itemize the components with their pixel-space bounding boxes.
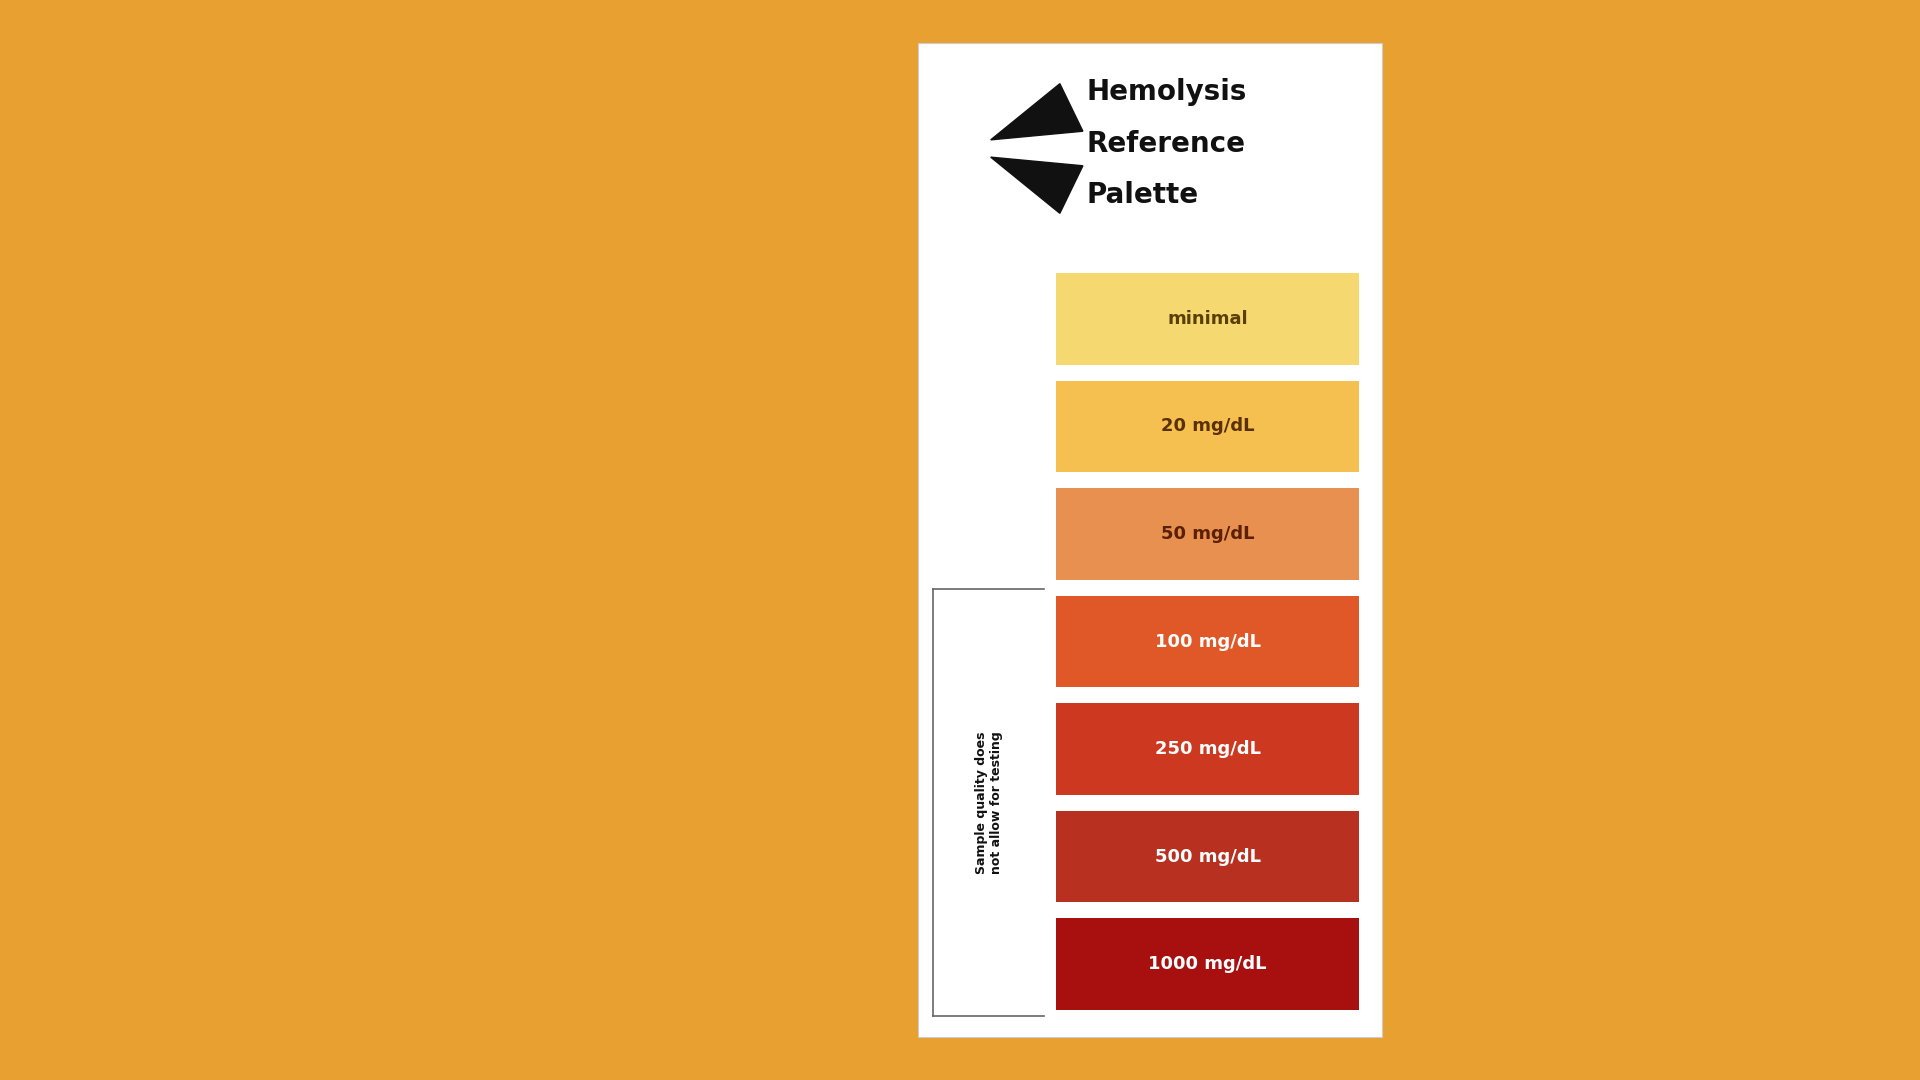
Text: minimal: minimal bbox=[1167, 310, 1248, 328]
Text: 20 mg/dL: 20 mg/dL bbox=[1162, 418, 1254, 435]
Bar bbox=[1056, 596, 1359, 687]
Polygon shape bbox=[991, 84, 1083, 139]
Bar bbox=[1056, 811, 1359, 902]
Text: 1000 mg/dL: 1000 mg/dL bbox=[1148, 955, 1267, 973]
Bar bbox=[1056, 488, 1359, 580]
Text: 50 mg/dL: 50 mg/dL bbox=[1162, 525, 1254, 543]
Text: 100 mg/dL: 100 mg/dL bbox=[1154, 633, 1261, 650]
Bar bbox=[918, 43, 1382, 1037]
Bar bbox=[1056, 918, 1359, 1010]
Text: Reference: Reference bbox=[1087, 130, 1246, 158]
Text: 500 mg/dL: 500 mg/dL bbox=[1154, 848, 1261, 865]
Bar bbox=[1056, 381, 1359, 472]
Text: 250 mg/dL: 250 mg/dL bbox=[1154, 740, 1261, 758]
Polygon shape bbox=[991, 158, 1083, 214]
Text: Palette: Palette bbox=[1087, 181, 1198, 210]
Bar bbox=[1056, 703, 1359, 795]
Bar bbox=[1056, 273, 1359, 365]
Text: Hemolysis: Hemolysis bbox=[1087, 78, 1248, 106]
Text: Sample quality does
not allow for testing: Sample quality does not allow for testin… bbox=[975, 731, 1002, 874]
